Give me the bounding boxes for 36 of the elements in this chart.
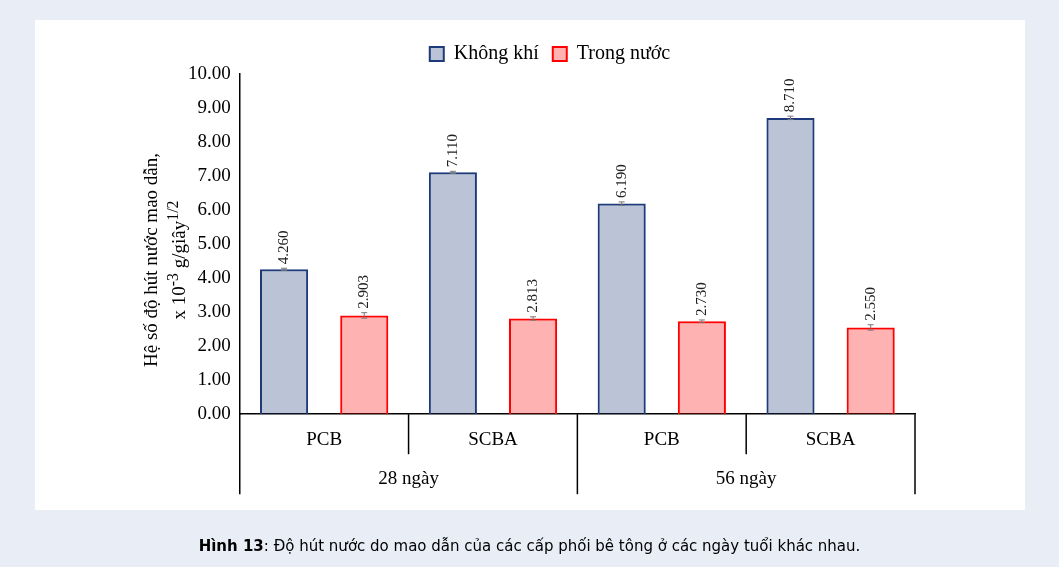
data-label: 7.110 bbox=[443, 134, 460, 168]
x-tick-label: PCB bbox=[306, 427, 343, 449]
y-tick-label: 7.00 bbox=[197, 164, 231, 186]
data-label: 2.550 bbox=[861, 286, 878, 321]
bar bbox=[260, 269, 309, 415]
y-tick-label: 1.00 bbox=[197, 368, 231, 390]
text: 28 ngày bbox=[378, 467, 440, 489]
bar bbox=[428, 172, 477, 415]
bar bbox=[509, 318, 558, 415]
y-tick-label: 6.00 bbox=[197, 198, 231, 220]
data-label: 2.903 bbox=[355, 274, 372, 309]
text: Hình 13: Độ hút nước do mao dẫn của các cấp phối bê tông ở các ngày tuổi khác nhau. bbox=[197, 537, 862, 555]
y-tick-label: 0.00 bbox=[197, 402, 231, 424]
bar bbox=[766, 117, 815, 415]
bar bbox=[846, 327, 895, 415]
data-label: 4.260 bbox=[275, 230, 291, 265]
y-tick-label: 3.00 bbox=[197, 300, 231, 322]
x-tick-label: SCBA bbox=[805, 427, 856, 449]
bar bbox=[677, 321, 726, 415]
data-label: 2.730 bbox=[692, 282, 709, 316]
y-tick-label: 5.00 bbox=[197, 232, 231, 254]
y-tick-label: 4.00 bbox=[197, 266, 231, 288]
data-label: 6.190 bbox=[612, 164, 629, 198]
text: 56 ngày bbox=[715, 467, 778, 489]
data-label: 2.813 bbox=[524, 279, 540, 313]
bar bbox=[340, 315, 389, 415]
data-label: 8.710 bbox=[781, 78, 798, 113]
y-tick-label: 10.00 bbox=[188, 61, 231, 83]
x-tick-label: PCB bbox=[643, 427, 680, 449]
y-tick-label: 9.00 bbox=[197, 96, 231, 117]
legend-label: Trong nước bbox=[576, 41, 671, 65]
legend-label: Không khí bbox=[453, 41, 540, 65]
y-tick-label: 2.00 bbox=[197, 334, 231, 356]
y-tick-label: 8.00 bbox=[197, 130, 231, 152]
x-tick-label: SCBA bbox=[468, 427, 519, 449]
bar bbox=[597, 203, 646, 415]
